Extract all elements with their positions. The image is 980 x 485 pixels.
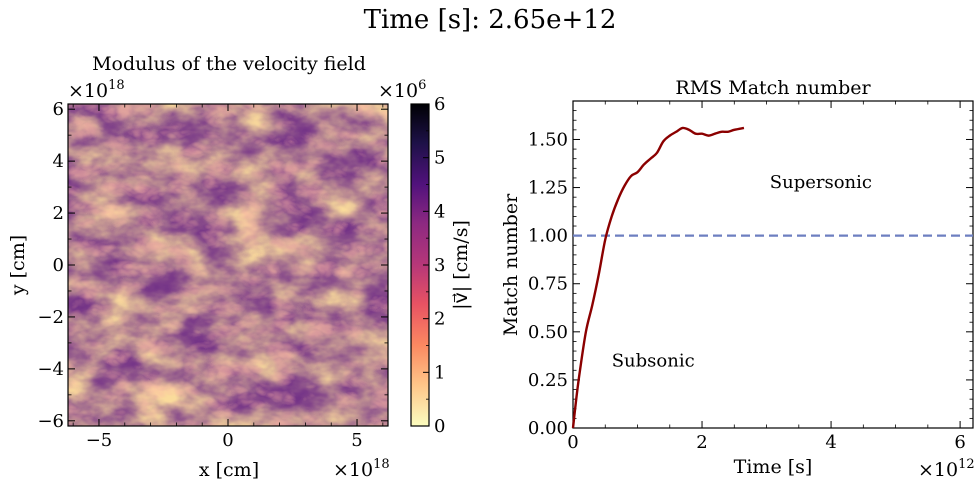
heatmap-y-tick-label: 2 — [53, 203, 64, 224]
heatmap-y-ticks: −6 −4 −2 0 2 4 6 — [37, 99, 388, 432]
mach-x-offset-label: ×1012 — [918, 457, 975, 481]
heatmap-x-tick-label: 5 — [351, 430, 362, 451]
mach-y-tick-label: 0.75 — [528, 274, 568, 295]
heatmap-y-axis-label: y [cm] — [7, 235, 29, 296]
mach-y-tick-label: 0.50 — [528, 322, 568, 343]
mach-y-tick-label: 1.50 — [528, 129, 568, 150]
mach-y-tick-label: 0.25 — [528, 370, 568, 391]
colorbar-tick-label: 5 — [434, 148, 445, 169]
colorbar-ticks: 0 1 2 3 4 5 6 — [423, 94, 445, 437]
colorbar-tick-label: 0 — [434, 416, 445, 437]
mach-y-tick-label: 1.25 — [528, 178, 568, 199]
heatmap-x-ticks: −5 0 5 — [72, 104, 384, 451]
colorbar-tick-label: 6 — [434, 94, 445, 115]
heatmap-y-tick-label: −6 — [37, 411, 64, 432]
velocity-colorbar: 0 1 2 3 4 5 6 ×106 |v⃗| [cm/s] — [378, 78, 472, 437]
mach-x-tick-label: 4 — [825, 432, 836, 453]
mach-y-axis-label: Match number — [500, 193, 522, 336]
heatmap-y-tick-label: 4 — [53, 151, 64, 172]
colorbar-tick-label: 2 — [434, 309, 445, 330]
velocity-heatmap-panel: Modulus of the velocity field −5 0 5 −6−4−… — [7, 53, 390, 481]
mach-x-ticks: 0 2 4 6 — [567, 101, 966, 453]
supersonic-annotation: Supersonic — [770, 172, 872, 193]
mach-x-tick-label: 0 — [567, 432, 578, 453]
heatmap-x-tick-label: −5 — [86, 430, 113, 451]
mach-chart-title: RMS Match number — [675, 77, 871, 99]
heatmap-x-axis-label: x [cm] — [199, 459, 259, 481]
velocity-heatmap-image — [68, 104, 388, 426]
heatmap-title: Modulus of the velocity field — [92, 53, 366, 75]
heatmap-y-tick-label: 0 — [53, 255, 64, 276]
subsonic-annotation: Subsonic — [612, 351, 695, 372]
mach-y-tick-label: 1.00 — [528, 226, 568, 247]
heatmap-x-offset-label: ×1018 — [333, 457, 390, 481]
colorbar-label: |v⃗| [cm/s] — [450, 220, 472, 310]
colorbar-tick-label: 1 — [434, 362, 445, 383]
colorbar-tick-label: 4 — [434, 201, 445, 222]
heatmap-y-tick-label: −2 — [37, 307, 64, 328]
mach-x-tick-label: 2 — [696, 432, 707, 453]
heatmap-y-offset-label: ×1018 — [68, 78, 125, 102]
mach-y-ticks: 0.00 0.25 0.50 0.75 1.00 1.25 1.50 — [528, 110, 973, 439]
colorbar-offset-label: ×106 — [378, 78, 426, 102]
colorbar-tick-label: 3 — [434, 255, 445, 276]
heatmap-y-tick-label: −4 — [37, 359, 64, 380]
heatmap-x-tick-label: 0 — [222, 430, 233, 451]
figure-suptitle: Time [s]: 2.65e+12 — [364, 5, 617, 35]
mach-number-series-line — [571, 126, 745, 429]
mach-x-tick-label: 6 — [954, 432, 965, 453]
mach-x-axis-label: Time [s] — [734, 456, 813, 478]
mach-plot-frame — [572, 100, 974, 429]
heatmap-y-tick-label: 6 — [53, 99, 64, 120]
mach-number-panel: RMS Match number 0 2 4 6 0.00 0.25 0.50 0.75 1.… — [500, 77, 975, 481]
mach-y-tick-label: 0.00 — [528, 418, 568, 439]
